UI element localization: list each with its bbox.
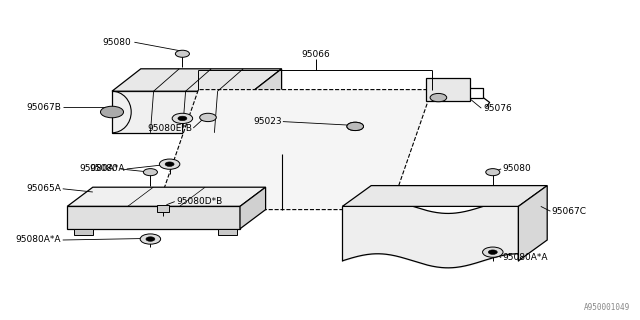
Text: 95067B: 95067B [26,103,61,112]
Polygon shape [74,229,93,235]
Text: A950001049: A950001049 [584,303,630,312]
Polygon shape [157,90,432,210]
Circle shape [172,113,193,124]
Text: 95080E*B: 95080E*B [147,124,192,132]
Circle shape [483,247,503,257]
Circle shape [430,93,447,102]
Text: 95023: 95023 [253,117,282,126]
Circle shape [146,237,155,241]
Circle shape [178,116,187,121]
Text: 95080D*B: 95080D*B [176,197,222,206]
Text: 95065A: 95065A [26,184,61,193]
Circle shape [140,234,161,244]
Circle shape [200,113,216,122]
Text: 95080A*A: 95080A*A [15,236,61,244]
Polygon shape [240,187,266,229]
Circle shape [143,169,157,176]
Polygon shape [67,187,266,206]
Text: 95076: 95076 [483,104,512,113]
Circle shape [488,250,497,254]
Circle shape [159,159,180,169]
Text: 95080A*A: 95080A*A [79,164,125,173]
Circle shape [486,169,500,176]
Polygon shape [218,229,237,235]
Text: 95080: 95080 [502,164,531,173]
Polygon shape [67,206,240,229]
Polygon shape [426,78,470,101]
Text: 95080A*A: 95080A*A [502,253,548,262]
Circle shape [100,106,124,118]
Polygon shape [518,186,547,261]
Circle shape [347,122,364,131]
Text: 95066: 95066 [301,50,330,59]
FancyBboxPatch shape [157,205,169,212]
Polygon shape [253,69,282,133]
Circle shape [165,162,174,166]
Circle shape [347,122,364,131]
Polygon shape [112,91,253,133]
Polygon shape [342,186,547,206]
Text: 95080: 95080 [102,38,131,47]
Text: 95080: 95080 [90,164,118,173]
Circle shape [175,50,189,57]
Polygon shape [112,69,282,91]
Text: 95067C: 95067C [552,207,587,216]
